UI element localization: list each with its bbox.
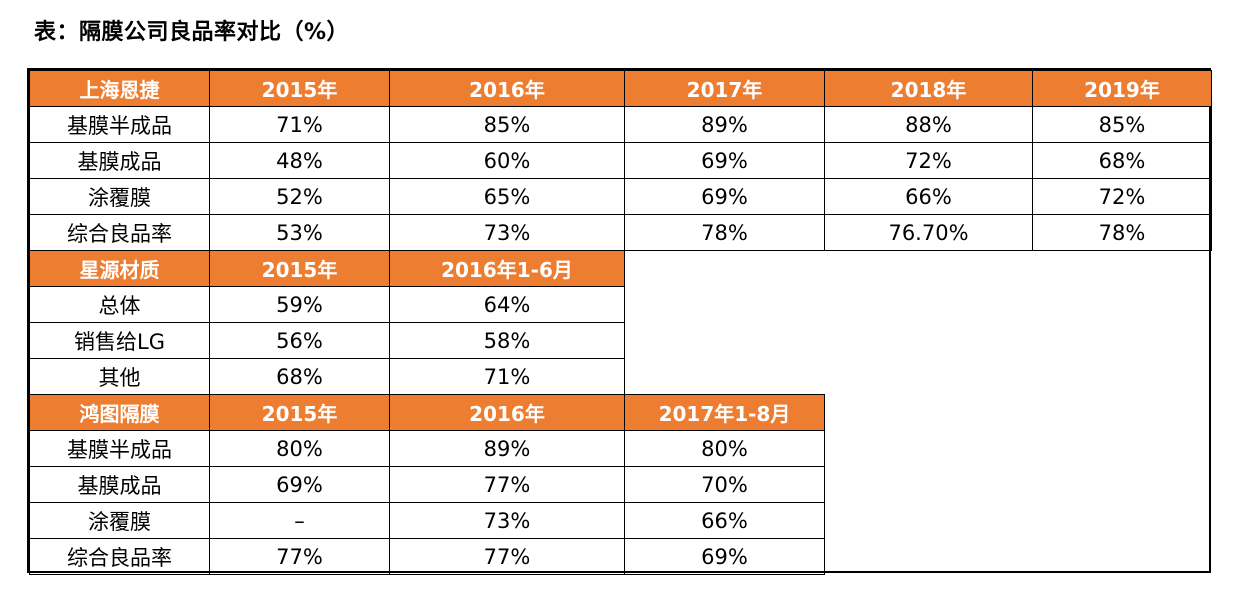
column-header: 2016年 bbox=[389, 70, 625, 107]
table-cell: 68% bbox=[209, 358, 390, 395]
yield-rate-comparison-table: 上海恩捷 2015年 2016年 2017年 2018年 2019年 基膜半成品… bbox=[29, 70, 1212, 575]
table-cell: 85% bbox=[1032, 106, 1212, 143]
table-cell: 89% bbox=[624, 106, 825, 143]
company-name-header: 鸿图隔膜 bbox=[29, 394, 210, 431]
row-label: 综合良品率 bbox=[29, 538, 210, 575]
table-cell: 70% bbox=[624, 466, 825, 503]
table-cell: – bbox=[209, 502, 390, 539]
comparison-table-frame: 上海恩捷 2015年 2016年 2017年 2018年 2019年 基膜半成品… bbox=[27, 68, 1212, 575]
table-cell: 78% bbox=[1032, 214, 1212, 251]
table-cell: 69% bbox=[624, 142, 825, 179]
table-cell: 72% bbox=[824, 142, 1033, 179]
row-label: 总体 bbox=[29, 286, 210, 323]
table-cell: 53% bbox=[209, 214, 390, 251]
row-label: 涂覆膜 bbox=[29, 178, 210, 215]
column-header: 2016年 bbox=[389, 394, 625, 431]
table-cell: 56% bbox=[209, 322, 390, 359]
row-label: 综合良品率 bbox=[29, 214, 210, 251]
column-header: 2015年 bbox=[209, 250, 390, 287]
table-cell: 73% bbox=[389, 214, 625, 251]
table-cell: 77% bbox=[209, 538, 390, 575]
table-cell: 71% bbox=[209, 106, 390, 143]
table-cell: 66% bbox=[624, 502, 825, 539]
table-cell: 71% bbox=[389, 358, 625, 395]
table-cell: 80% bbox=[209, 430, 390, 467]
column-header: 2015年 bbox=[209, 394, 390, 431]
table-row: 涂覆膜 52% 65% 69% 66% 72% bbox=[29, 178, 1212, 215]
table-cell: 48% bbox=[209, 142, 390, 179]
table-cell: 68% bbox=[1032, 142, 1212, 179]
column-header: 2018年 bbox=[824, 70, 1033, 107]
table-cell: 80% bbox=[624, 430, 825, 467]
table-cell: 72% bbox=[1032, 178, 1212, 215]
table-row: 基膜成品 69% 77% 70% bbox=[29, 466, 1212, 503]
table-title: 表：隔膜公司良品率对比（%） bbox=[34, 20, 350, 45]
table-cell: 64% bbox=[389, 286, 625, 323]
column-header: 2015年 bbox=[209, 70, 390, 107]
row-label: 销售给LG bbox=[29, 322, 210, 359]
table-cell: 69% bbox=[209, 466, 390, 503]
column-header: 2019年 bbox=[1032, 70, 1212, 107]
table-cell: 58% bbox=[389, 322, 625, 359]
row-label: 基膜半成品 bbox=[29, 106, 210, 143]
section-header-row: 星源材质 2015年 2016年1-6月 bbox=[29, 250, 1212, 395]
table-cell: 77% bbox=[389, 538, 625, 575]
section-header-row: 上海恩捷 2015年 2016年 2017年 2018年 2019年 bbox=[29, 70, 1212, 107]
row-label: 其他 bbox=[29, 358, 210, 395]
table-row: 基膜半成品 80% 89% 80% bbox=[29, 430, 1212, 467]
table-cell: 89% bbox=[389, 430, 625, 467]
table-row: 综合良品率 53% 73% 78% 76.70% 78% bbox=[29, 214, 1212, 251]
company-name-header: 星源材质 bbox=[29, 250, 210, 287]
section-header-row: 鸿图隔膜 2015年 2016年 2017年1-8月 bbox=[29, 394, 1212, 431]
empty-area bbox=[624, 250, 1212, 395]
table-cell: 76.70% bbox=[824, 214, 1033, 251]
empty-area bbox=[825, 395, 1212, 575]
table-row: 基膜成品 48% 60% 69% 72% 68% bbox=[29, 142, 1212, 179]
table-cell: 78% bbox=[624, 214, 825, 251]
table-cell: 59% bbox=[209, 286, 390, 323]
company-name-header: 上海恩捷 bbox=[29, 70, 210, 107]
table-cell: 66% bbox=[824, 178, 1033, 215]
table-cell: 69% bbox=[624, 538, 825, 575]
column-header: 2017年 bbox=[624, 70, 825, 107]
row-label: 涂覆膜 bbox=[29, 502, 210, 539]
table-row: 总体 59% 64% bbox=[29, 286, 1212, 323]
row-label: 基膜成品 bbox=[29, 142, 210, 179]
table-cell: 73% bbox=[389, 502, 625, 539]
column-header: 2016年1-6月 bbox=[389, 250, 625, 287]
table-cell: 60% bbox=[389, 142, 625, 179]
row-label: 基膜半成品 bbox=[29, 430, 210, 467]
table-cell: 85% bbox=[389, 106, 625, 143]
table-row: 涂覆膜 – 73% 66% bbox=[29, 502, 1212, 539]
column-header: 2017年1-8月 bbox=[624, 394, 825, 431]
row-label: 基膜成品 bbox=[29, 466, 210, 503]
table-cell: 52% bbox=[209, 178, 390, 215]
table-cell: 69% bbox=[624, 178, 825, 215]
table-row: 基膜半成品 71% 85% 89% 88% 85% bbox=[29, 106, 1212, 143]
table-row: 综合良品率 77% 77% 69% bbox=[29, 538, 1212, 575]
table-cell: 77% bbox=[389, 466, 625, 503]
table-cell: 65% bbox=[389, 178, 625, 215]
table-cell: 88% bbox=[824, 106, 1033, 143]
